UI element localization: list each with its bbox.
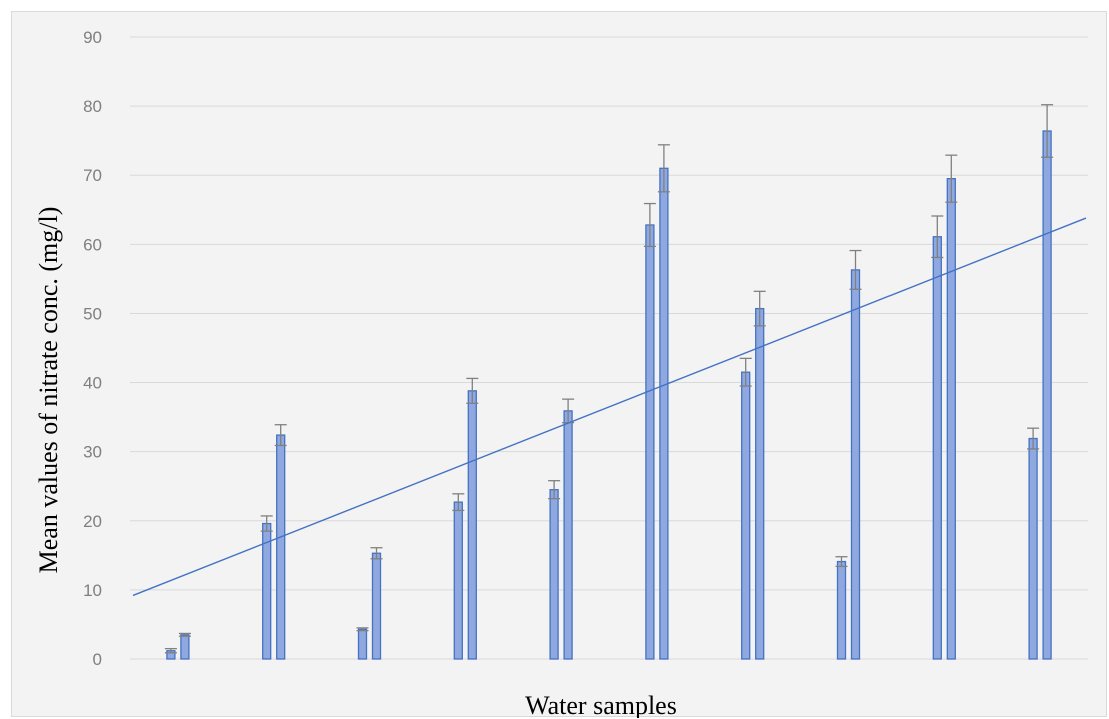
bar <box>1042 130 1052 660</box>
bar <box>755 307 765 660</box>
bar <box>1028 437 1038 660</box>
y-tick-label: 10 <box>83 581 102 600</box>
bar <box>659 167 669 660</box>
error-bars <box>164 104 1054 654</box>
y-tick-label: 50 <box>83 304 102 323</box>
y-axis-title: Mean values of nitrate conc. (mg/l) <box>34 207 63 574</box>
y-tick-label: 20 <box>83 512 102 531</box>
bar <box>741 371 751 660</box>
trendline-layer <box>132 217 1087 597</box>
y-tick-label: 60 <box>83 235 102 254</box>
bar <box>836 560 847 660</box>
gridlines <box>130 36 1088 660</box>
y-tick-label: 30 <box>83 443 102 462</box>
bar <box>932 236 942 660</box>
bar <box>371 552 382 660</box>
nitrate-bar-chart: 0 10 20 30 40 50 60 70 80 90 Mean values of nitra… <box>34 28 1088 718</box>
bar <box>467 390 477 660</box>
y-axis-ticks: 0 10 20 30 40 50 60 70 80 90 <box>83 28 102 669</box>
bar <box>645 224 655 660</box>
y-tick-label: 0 <box>93 650 102 669</box>
bars <box>166 130 1052 660</box>
trendline <box>132 217 1087 597</box>
bar <box>453 501 463 660</box>
bar <box>357 628 368 660</box>
x-axis-title: Water samples <box>525 691 677 718</box>
y-tick-label: 40 <box>83 374 102 393</box>
bar <box>850 269 861 660</box>
y-tick-label: 90 <box>83 28 102 47</box>
chart-area: 0 10 20 30 40 50 60 70 80 90 Mean values of nitra… <box>11 11 1107 718</box>
bar <box>563 410 573 660</box>
y-tick-label: 80 <box>83 97 102 116</box>
bar <box>946 178 956 660</box>
bar <box>549 489 559 660</box>
bar <box>180 634 190 660</box>
y-tick-label: 70 <box>83 166 102 185</box>
bar <box>276 434 286 660</box>
